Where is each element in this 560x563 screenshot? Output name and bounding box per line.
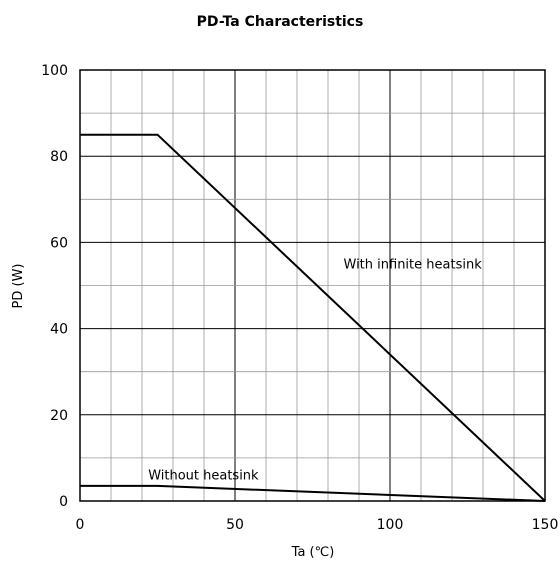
annotations: With infinite heatsink Without heatsink: [148, 257, 482, 483]
y-tick-label: 0: [59, 494, 68, 510]
y-tick-label: 40: [50, 322, 68, 338]
series-line-with-heatsink: [80, 133, 546, 502]
series-group: [80, 133, 546, 502]
y-tick-label: 60: [50, 235, 68, 251]
x-tick-label: 150: [532, 517, 559, 533]
y-axis-label: PD (W): [11, 264, 26, 309]
grid: [80, 70, 545, 501]
y-axis-ticks: 0 20 40 60 80 100: [41, 63, 68, 510]
y-tick-label: 20: [50, 408, 68, 424]
x-axis-label: Ta (℃): [291, 545, 335, 560]
x-axis-ticks: 0 50 100 150: [76, 517, 559, 533]
annotation-with-infinite-heatsink: With infinite heatsink: [344, 257, 483, 272]
plot-frame: [79, 69, 546, 502]
annotation-without-heatsink: Without heatsink: [148, 468, 259, 483]
chart-title: PD-Ta Characteristics: [197, 14, 364, 30]
x-tick-label: 100: [377, 517, 404, 533]
series-line-without-heatsink: [80, 484, 546, 502]
y-tick-label: 80: [50, 149, 68, 165]
x-tick-label: 50: [226, 517, 244, 533]
x-tick-label: 0: [76, 517, 85, 533]
y-tick-label: 100: [41, 63, 68, 79]
